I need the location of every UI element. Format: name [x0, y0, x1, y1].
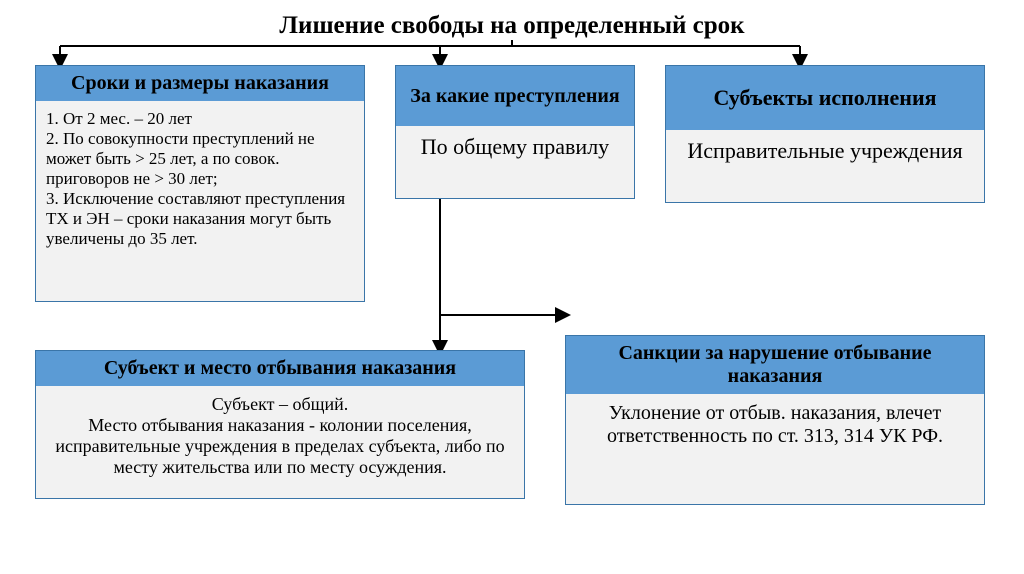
- box-subjects-exec-body: Исправительные учреждения: [666, 130, 984, 202]
- box-subject-place-body: Субъект – общий.Место отбывания наказани…: [36, 386, 524, 498]
- box-sanctions-body: Уклонение от отбыв. наказания, влечет от…: [566, 394, 984, 504]
- box-subject-place-body-text: Субъект – общий.Место отбывания наказани…: [55, 394, 504, 477]
- box-subjects-exec-header: Субъекты исполнения: [666, 66, 984, 130]
- box-crimes: За какие преступления По общему правилу: [395, 65, 635, 199]
- box-terms-sizes-header-text: Сроки и размеры наказания: [71, 72, 329, 95]
- box-crimes-body-text: По общему правилу: [421, 134, 609, 159]
- box-sanctions-body-text: Уклонение от отбыв. наказания, влечет от…: [607, 402, 943, 447]
- box-terms-sizes-header: Сроки и размеры наказания: [36, 66, 364, 101]
- box-crimes-header: За какие преступления: [396, 66, 634, 126]
- diagram-title-text: Лишение свободы на определенный срок: [279, 12, 744, 39]
- box-subject-place-header: Субъект и место отбывания наказания: [36, 351, 524, 386]
- box-sanctions-header: Санкции за нарушение отбывание наказания: [566, 336, 984, 394]
- box-subject-place: Субъект и место отбывания наказания Субъ…: [35, 350, 525, 499]
- box-subjects-exec-body-text: Исправительные учреждения: [687, 138, 962, 163]
- box-sanctions: Санкции за нарушение отбывание наказания…: [565, 335, 985, 505]
- box-subjects-exec: Субъекты исполнения Исправительные учреж…: [665, 65, 985, 203]
- box-subject-place-header-text: Субъект и место отбывания наказания: [104, 357, 456, 380]
- box-terms-sizes-body: 1. От 2 мес. – 20 лет2. По совокупности …: [36, 101, 364, 301]
- box-sanctions-header-text: Санкции за нарушение отбывание наказания: [574, 342, 976, 388]
- box-terms-sizes: Сроки и размеры наказания 1. От 2 мес. –…: [35, 65, 365, 302]
- box-terms-sizes-body-text: 1. От 2 мес. – 20 лет2. По совокупности …: [46, 109, 345, 248]
- box-crimes-header-text: За какие преступления: [410, 85, 619, 108]
- box-subjects-exec-header-text: Субъекты исполнения: [713, 85, 936, 111]
- box-crimes-body: По общему правилу: [396, 126, 634, 198]
- diagram-title: Лишение свободы на определенный срок: [0, 0, 1024, 48]
